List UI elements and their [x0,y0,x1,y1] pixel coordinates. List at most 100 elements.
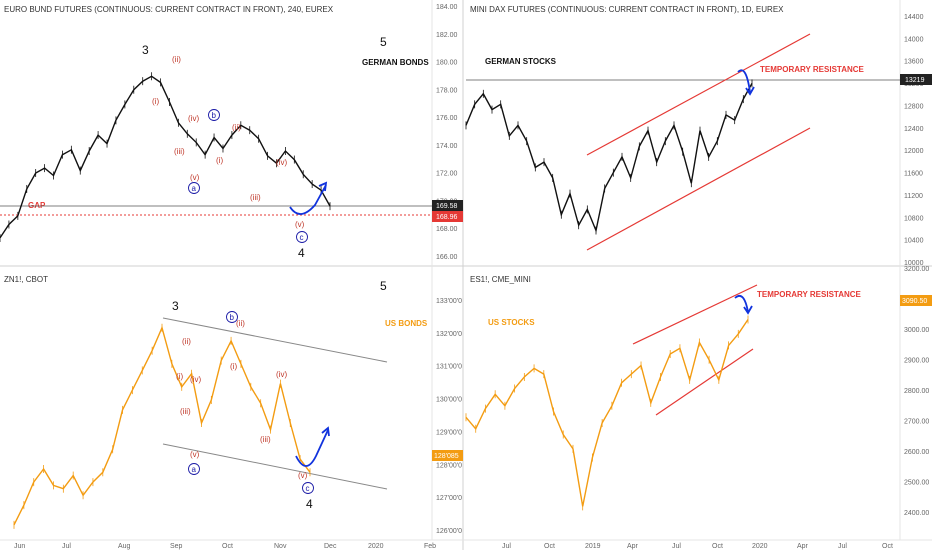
bund-label: GERMAN BONDS [362,58,429,67]
x-tick: Oct [544,543,555,550]
x-tick: Jul [502,543,511,550]
wave-label: (i) [230,362,237,371]
wave-label: (iii) [180,407,191,416]
wave-label: (iii) [260,435,271,444]
dax-y-tick: 11200 [904,193,923,200]
wave-circle [296,231,308,243]
zn-projection-arrow [295,429,329,467]
wave-label: b [230,313,235,322]
dax-label: GERMAN STOCKS [485,57,557,66]
zn-arrow-head [321,426,330,437]
x-tick: 2020 [752,543,768,550]
es-channel-lower [655,348,754,416]
x-tick: Apr [627,543,639,550]
bund-y-tick: 176.00 [436,115,458,122]
wave-label: (v) [295,220,305,229]
bund-title: EURO BUND FUTURES (CONTINUOUS: CURRENT C… [4,5,334,14]
wave-circle [226,311,238,323]
wave-label: (ii) [182,337,191,346]
es-arrow-head [743,305,753,315]
dax-resistance-label: TEMPORARY RESISTANCE [760,65,865,74]
bund-y-tick: 172.00 [436,171,458,178]
es-projection-arrow [734,294,749,313]
es-y-tick: 2500.00 [904,480,929,487]
x-tick: Jul [838,543,847,550]
dax-channel-upper [586,33,811,156]
dax-channel-lower [586,127,811,251]
wave-circle [188,182,200,194]
es-title: ES1!, CME_MINI [470,275,531,284]
dax-y-tick: 14000 [904,36,924,43]
dax-y-tick: 10400 [904,238,924,245]
zn-title: ZN1!, CBOT [4,275,48,284]
dax-price-tag: 13219 [900,74,932,85]
dax-price-series [465,82,753,233]
bund-y-tick: 182.00 [436,32,458,39]
zn-channel-upper [162,317,388,363]
x-tick: Sep [170,543,183,550]
x-tick: Oct [222,543,233,550]
dax-projection-arrow [737,69,751,93]
svg-text:128'085: 128'085 [434,453,459,460]
dax-arrow-head [745,86,755,96]
svg-text:3090.50: 3090.50 [902,298,927,305]
wave-label: (iv) [188,114,199,123]
dax-title: MINI DAX FUTURES (CONTINUOUS: CURRENT CO… [470,5,784,14]
wave-label: (i) [176,372,183,381]
es-price-series [465,319,749,507]
wave-label: (v) [190,450,200,459]
x-tick: Jul [62,543,71,550]
es-y-tick: 3200.00 [904,266,929,273]
zn-y-tick: 133'00'0 [436,298,462,305]
wave-label: (i) [216,156,223,165]
wave-label: (iv) [190,375,201,384]
zn-price-series [13,325,311,526]
svg-text:13219: 13219 [905,77,925,84]
zn-y-tick: 126'00'0 [436,528,462,535]
es-y-tick: 2400.00 [904,510,929,517]
dax-y-tick: 14400 [904,14,924,21]
zn-y-tick: 132'00'0 [436,331,462,338]
es-y-tick: 2600.00 [904,449,929,456]
svg-text:169.58: 169.58 [436,203,458,210]
zn-y-tick: 131'00'0 [436,364,462,371]
es-channel-upper [632,284,758,345]
wave-label-major: 4 [298,246,305,260]
dax-y-tick: 13600 [904,59,924,66]
x-tick: Apr [797,543,809,550]
x-tick: Nov [274,543,287,550]
dax-y-tick: 10000 [904,260,924,267]
wave-label: (ii) [236,319,245,328]
wave-label: a [192,465,197,474]
x-tick: 2020 [368,543,384,550]
wave-circle [302,482,314,494]
bund-y-tick: 166.00 [436,254,458,261]
wave-label-major: 3 [142,43,149,57]
bund-y-tick: 184.00 [436,4,458,11]
wave-label: (iv) [276,370,287,379]
wave-label: (v) [298,471,308,480]
wave-circle [208,109,220,121]
es-y-tick: 2800.00 [904,388,929,395]
x-tick: Oct [882,543,893,550]
x-tick: Oct [712,543,723,550]
bund-price-tag-1: 169.58 [432,200,463,211]
wave-label: (ii) [232,123,241,132]
wave-label: (iii) [250,193,261,202]
wave-label: (ii) [172,55,181,64]
bund-y-tick: 180.00 [436,60,458,67]
x-tick: 2019 [585,543,601,550]
wave-label: a [192,184,197,193]
wave-label: (v) [190,173,200,182]
dax-y-tick: 12000 [904,148,924,155]
es-price-tag: 3090.50 [900,295,932,306]
dax-y-tick: 12400 [904,126,924,133]
zn-price-tag: 128'085 [432,450,463,461]
zn-label: US BONDS [385,319,428,328]
wave-label: (i) [152,97,159,106]
x-tick: Feb [424,543,436,550]
wave-label: (iv) [276,158,287,167]
bund-projection-arrow [289,184,327,215]
dax-y-tick: 12800 [904,103,924,110]
